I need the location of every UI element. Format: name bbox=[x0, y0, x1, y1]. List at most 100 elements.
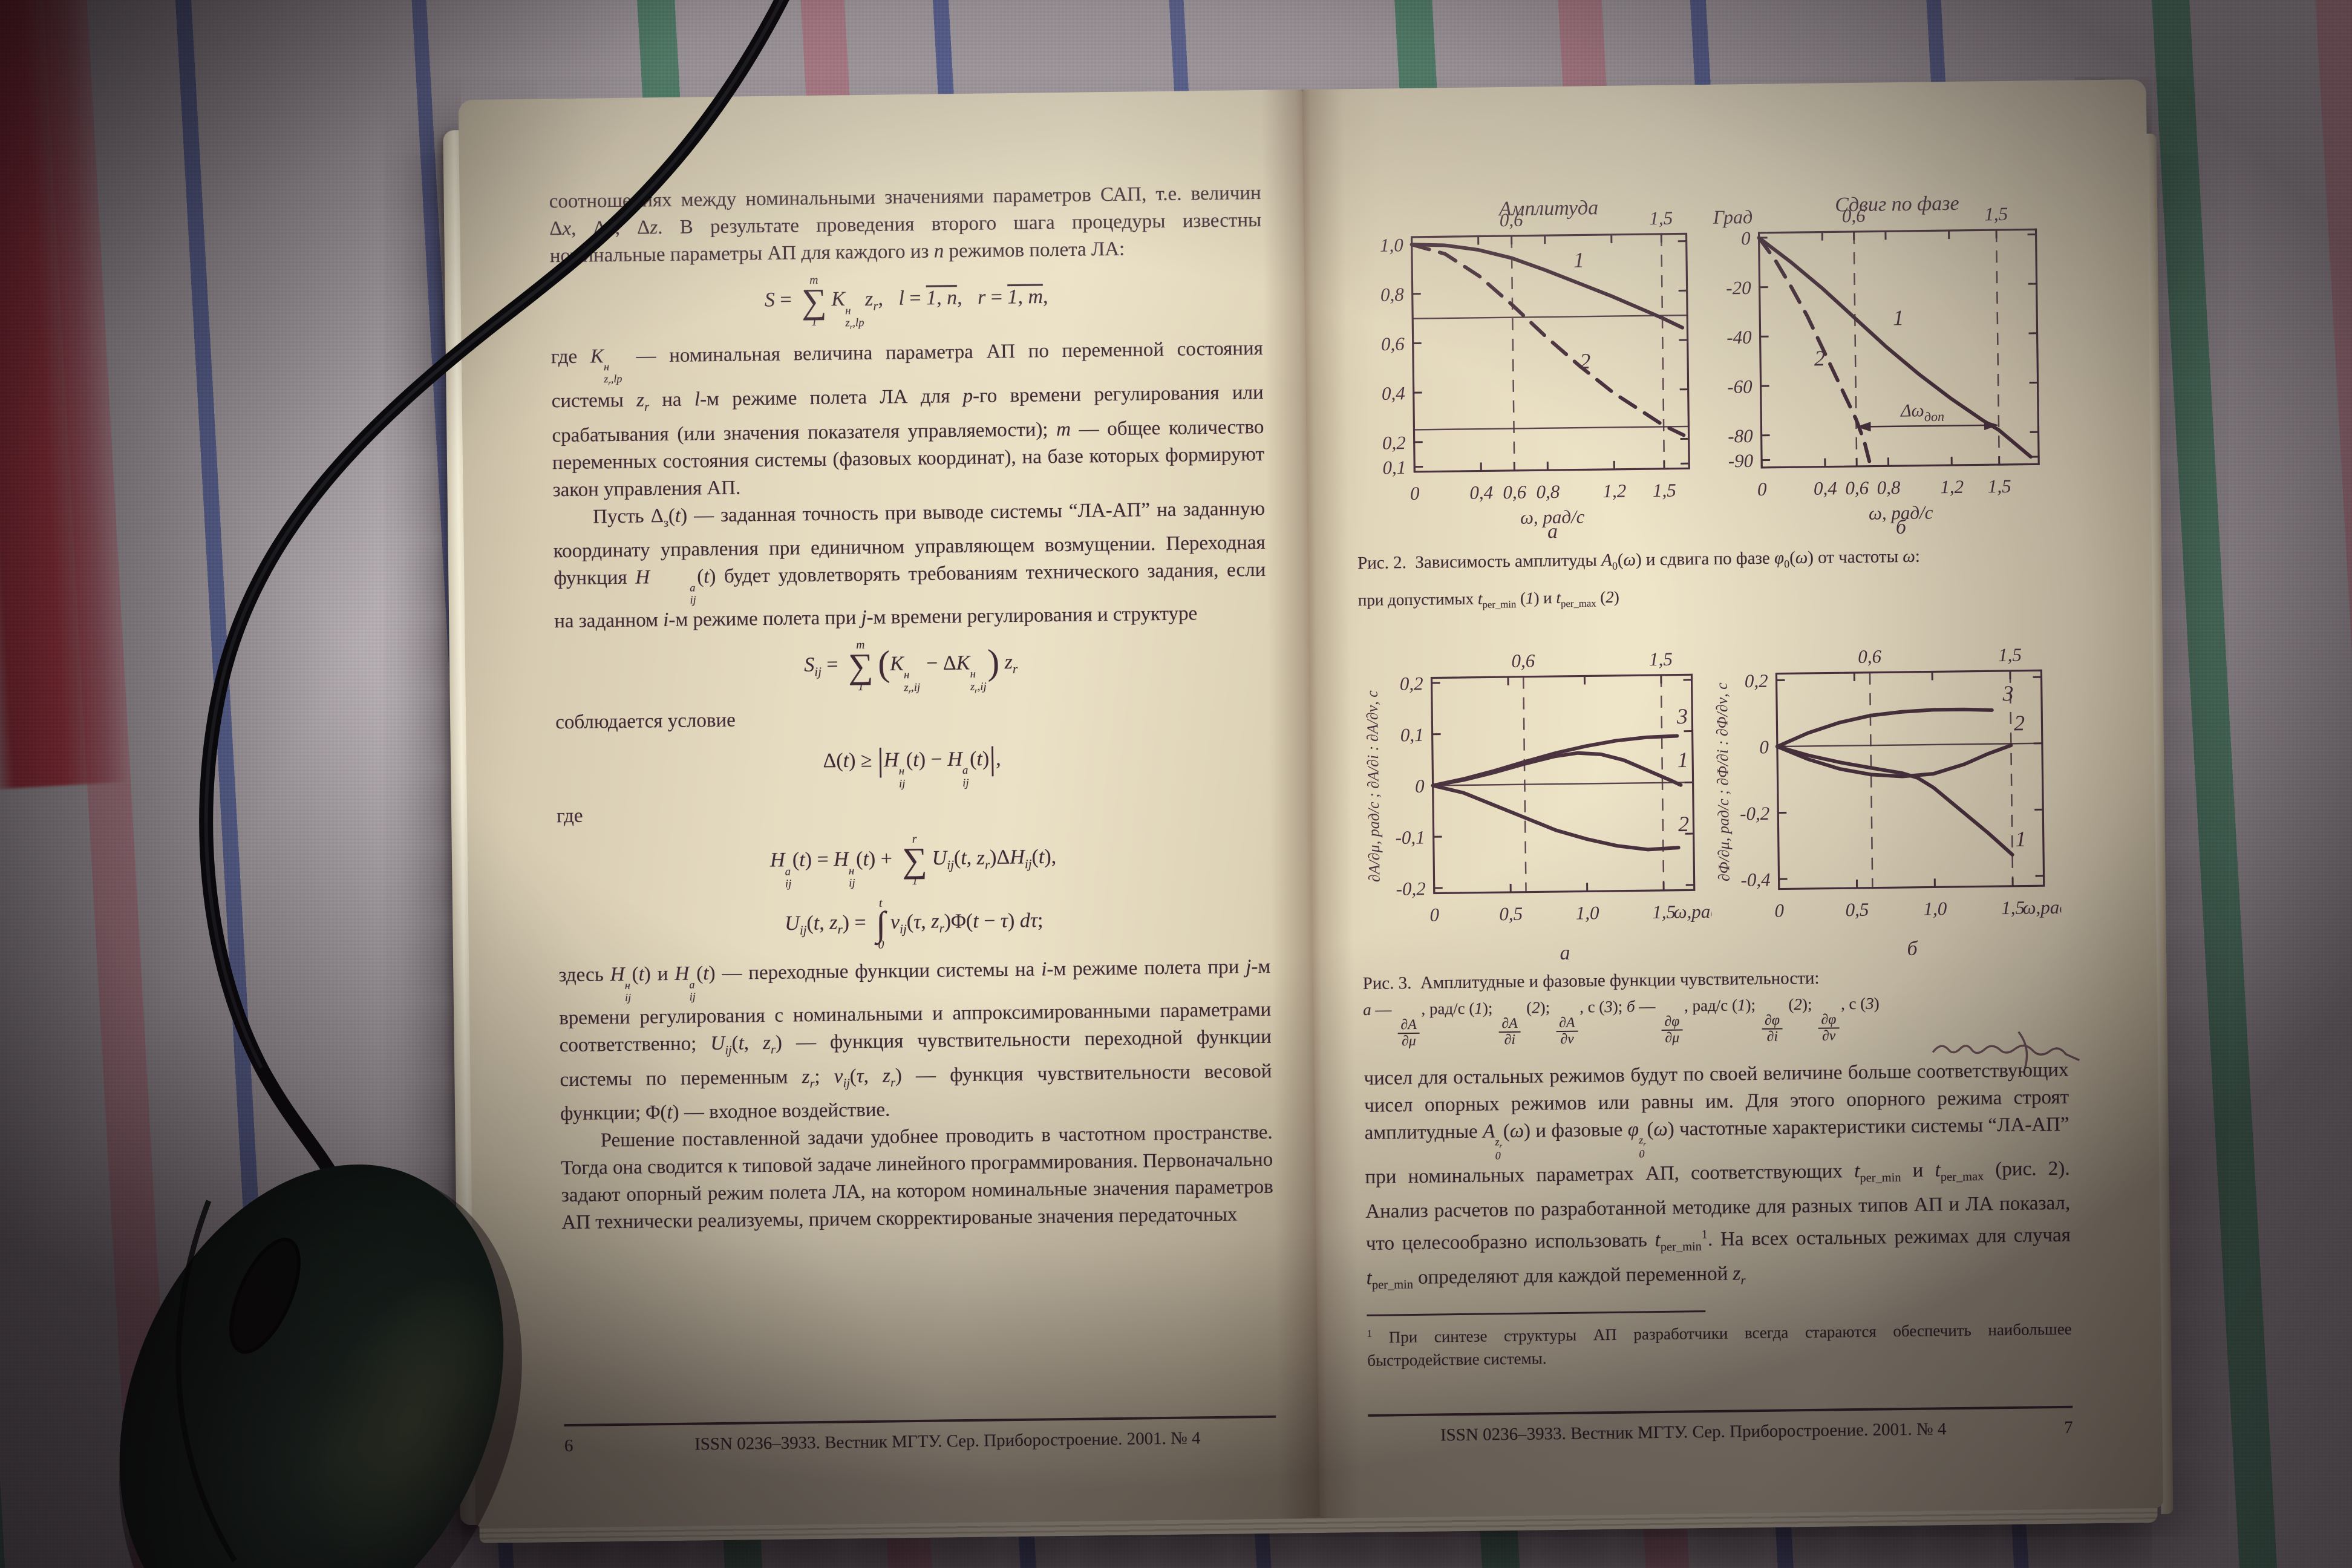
formula-integral: Uij(t, zr) = t ∫ 0 νij(τ, zr)Φ(t − τ) dτ; bbox=[784, 896, 1044, 952]
svg-text:-0,1: -0,1 bbox=[1395, 827, 1425, 849]
svg-text:0,6: 0,6 bbox=[1845, 477, 1869, 498]
svg-text:0,5: 0,5 bbox=[1845, 899, 1869, 920]
computer-mouse bbox=[119, 1164, 522, 1568]
svg-text:Δωдоп: Δωдоп bbox=[1900, 400, 1944, 425]
chart-phase-shift: 0 0,4 0,6 0,8 1,2 1,5 0 -20 -40 -60 -80 -90 0,6 1,5 1 2… bbox=[1703, 189, 2057, 543]
svg-text:ω,рад/с: ω,рад/с bbox=[2022, 897, 2062, 918]
svg-text:1: 1 bbox=[1677, 748, 1688, 772]
svg-text:б: б bbox=[1896, 516, 1907, 538]
svg-text:1: 1 bbox=[1573, 248, 1584, 272]
left-page-footer: 6 ISSN 0236–3933. Вестник МГТУ. Сер. При… bbox=[564, 1415, 1276, 1457]
svg-text:1,5: 1,5 bbox=[1652, 901, 1676, 923]
figure-2-caption-sub: при допустимых tper_min (1) и tper_max (… bbox=[1357, 587, 1619, 610]
svg-text:0: 0 bbox=[1774, 900, 1784, 921]
svg-text:0,1: 0,1 bbox=[1382, 457, 1406, 478]
figure-3: 0 0,5 1,0 1,5 0,2 0,1 0 -0,1 -0,2 0,6 1,5 3 1 2 ∂A/∂μ,… bbox=[1359, 630, 2083, 969]
issn-line: ISSN 0236–3933. Вестник МГТУ. Сер. Прибо… bbox=[694, 1428, 1201, 1454]
svg-text:1,5: 1,5 bbox=[1653, 480, 1676, 501]
handwritten-mark bbox=[1932, 1031, 2080, 1069]
svg-text:Град: Град bbox=[1712, 206, 1753, 228]
footnote: 1 При синтезе структуры АП разработчики … bbox=[1367, 1319, 2072, 1370]
svg-text:0,1: 0,1 bbox=[1400, 724, 1424, 745]
svg-text:1,5: 1,5 bbox=[1649, 648, 1673, 670]
svg-text:0,2: 0,2 bbox=[1382, 432, 1406, 453]
page-number: 7 bbox=[2063, 1417, 2073, 1437]
figure-2-caption: Рис. 2. Зависимость амплитуды A0(ω) и сд… bbox=[1357, 546, 1921, 573]
svg-text:0,6: 0,6 bbox=[1511, 650, 1535, 671]
svg-text:1,0: 1,0 bbox=[1380, 234, 1404, 255]
svg-text:1,2: 1,2 bbox=[1940, 476, 1964, 497]
svg-text:1,5: 1,5 bbox=[1998, 644, 2022, 665]
svg-text:0: 0 bbox=[1757, 479, 1767, 500]
svg-text:б: б bbox=[1907, 938, 1918, 960]
svg-text:0: 0 bbox=[1741, 227, 1751, 249]
paragraph: соотношениях между номинальными значения… bbox=[549, 181, 1262, 267]
right-page: 0 0,4 0,6 0,8 1,2 1,5 1,0 0,8 0,6 0,4 0,2 0,1 0,6 1,5… bbox=[1302, 79, 2164, 1518]
left-page: соотношениях между номинальными значения… bbox=[458, 90, 1320, 1529]
svg-text:0,8: 0,8 bbox=[1877, 477, 1901, 498]
svg-text:0: 0 bbox=[1410, 483, 1420, 504]
body-paragraph: чисел для остальных режимов будут по сво… bbox=[1364, 1059, 2071, 1292]
svg-text:ω,рад/с: ω,рад/с bbox=[1673, 901, 1712, 923]
svg-text:-60: -60 bbox=[1727, 376, 1753, 397]
svg-text:-0,2: -0,2 bbox=[1740, 803, 1770, 825]
svg-text:2: 2 bbox=[1579, 349, 1590, 373]
svg-text:0,5: 0,5 bbox=[1499, 903, 1523, 924]
svg-text:-80: -80 bbox=[1728, 425, 1753, 447]
svg-text:0,2: 0,2 bbox=[1745, 670, 1768, 691]
footnote-rule bbox=[1367, 1310, 1706, 1317]
svg-text:3: 3 bbox=[1676, 704, 1688, 728]
svg-text:Амплитуда: Амплитуда bbox=[1498, 197, 1599, 220]
right-page-footer: ISSN 0236–3933. Вестник МГТУ. Сер. Прибо… bbox=[1368, 1405, 2073, 1446]
svg-text:1,0: 1,0 bbox=[1923, 898, 1947, 919]
svg-text:1,5: 1,5 bbox=[2001, 897, 2025, 918]
svg-text:0,6: 0,6 bbox=[1381, 333, 1405, 354]
svg-text:∂A/∂μ, рад/с ; ∂A/∂i : ∂A/∂ν,: ∂A/∂μ, рад/с ; ∂A/∂i : ∂A/∂ν, с bbox=[1364, 690, 1383, 883]
paragraph: где bbox=[556, 805, 583, 828]
svg-text:-0,2: -0,2 bbox=[1396, 878, 1426, 900]
svg-text:2: 2 bbox=[2014, 711, 2025, 735]
svg-text:0: 0 bbox=[1759, 736, 1769, 757]
svg-text:0,8: 0,8 bbox=[1380, 284, 1405, 305]
chart-amplitude: 0 0,4 0,6 0,8 1,2 1,5 1,0 0,8 0,6 0,4 0,2 0,1 0,6 1,5… bbox=[1353, 194, 1707, 547]
page-number: 6 bbox=[564, 1436, 573, 1456]
svg-text:1,5: 1,5 bbox=[1988, 475, 2011, 497]
svg-text:0,2: 0,2 bbox=[1400, 673, 1423, 694]
svg-text:0,4: 0,4 bbox=[1382, 382, 1405, 403]
svg-text:-40: -40 bbox=[1726, 327, 1752, 348]
svg-text:1: 1 bbox=[1893, 305, 1904, 330]
formula-sij: Sij = m ∑ 1 (K н zr,ij − ΔK н zr,ij) zr bbox=[803, 638, 1018, 696]
svg-text:0,4: 0,4 bbox=[1814, 477, 1837, 498]
svg-text:3: 3 bbox=[2002, 681, 2013, 705]
chart-amplitude-sensitivity: 0 0,5 1,0 1,5 0,2 0,1 0 -0,1 -0,2 0,6 1,5 3 1 2 ∂A/∂μ,… bbox=[1359, 635, 1734, 969]
paragraph: Решение поставленной задачи удобнее пров… bbox=[561, 1121, 1273, 1234]
svg-text:-90: -90 bbox=[1728, 450, 1754, 472]
issn-line: ISSN 0236–3933. Вестник МГТУ. Сер. Прибо… bbox=[1440, 1419, 1947, 1445]
chart-phase-sensitivity: 0 0,5 1,0 1,5 0,2 0 -0,2 -0,4 0,6 1,5 3 2 1 ∂Φ/∂μ, ра… bbox=[1708, 630, 2083, 964]
paragraph: соблюдается условие bbox=[555, 709, 736, 733]
svg-text:а: а bbox=[1560, 942, 1570, 964]
svg-text:0,8: 0,8 bbox=[1536, 481, 1560, 502]
svg-text:∂Φ/∂μ, рад/с ; ∂Φ/∂i : ∂Φ/∂ν,: ∂Φ/∂μ, рад/с ; ∂Φ/∂i : ∂Φ/∂ν, с bbox=[1713, 682, 1733, 882]
svg-text:0,4: 0,4 bbox=[1469, 482, 1493, 503]
svg-text:1,0: 1,0 bbox=[1576, 902, 1600, 923]
svg-text:0,6: 0,6 bbox=[1503, 482, 1527, 503]
svg-text:1,5: 1,5 bbox=[1984, 203, 2008, 224]
paragraph: Пусть Δз(t) — заданная точность при выво… bbox=[553, 497, 1266, 633]
svg-text:Сдвиг по фазе: Сдвиг по фазе bbox=[1835, 192, 1959, 217]
svg-text:-20: -20 bbox=[1726, 277, 1751, 299]
svg-text:0,6: 0,6 bbox=[1858, 646, 1882, 667]
svg-text:2: 2 bbox=[1678, 812, 1689, 836]
svg-text:2: 2 bbox=[1814, 346, 1825, 370]
svg-text:1,5: 1,5 bbox=[1649, 207, 1673, 229]
svg-text:0: 0 bbox=[1429, 904, 1439, 926]
figure-2: 0 0,4 0,6 0,8 1,2 1,5 1,0 0,8 0,6 0,4 0,2 0,1 0,6 1,5… bbox=[1353, 189, 2062, 547]
svg-text:-0,4: -0,4 bbox=[1740, 869, 1771, 890]
open-book: соотношениях между номинальными значения… bbox=[443, 79, 2174, 1543]
